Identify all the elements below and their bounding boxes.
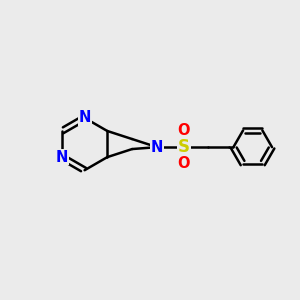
- Text: O: O: [178, 123, 190, 138]
- Text: N: N: [151, 140, 163, 154]
- Text: N: N: [56, 150, 68, 165]
- Text: O: O: [178, 156, 190, 171]
- Text: N: N: [78, 110, 91, 125]
- Text: S: S: [178, 138, 190, 156]
